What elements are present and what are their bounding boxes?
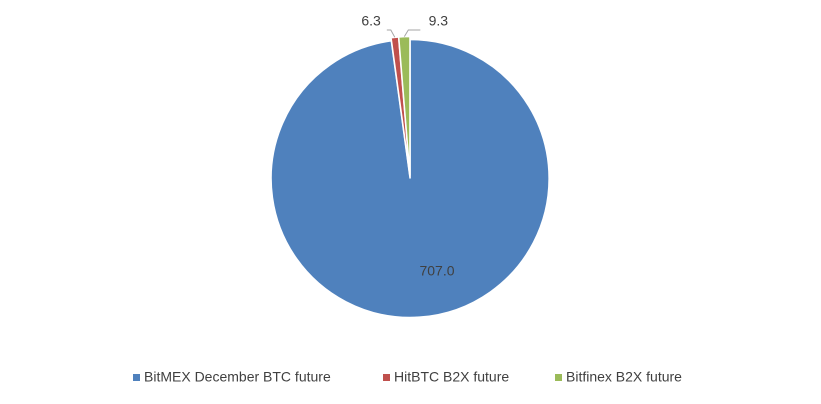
pie-slice [397, 35, 411, 176]
leader-line [386, 29, 396, 38]
legend-marker [383, 374, 390, 381]
legend-marker [133, 374, 140, 381]
legend-label: BitMEX December BTC future [144, 369, 331, 385]
legend-label: Bitfinex B2X future [566, 369, 682, 385]
leader-line [403, 29, 421, 37]
legend-marker [555, 374, 562, 381]
data-label: 9.3 [429, 13, 449, 29]
pie-slice [270, 38, 550, 319]
data-label: 6.3 [361, 13, 381, 29]
data-label: 707.0 [419, 263, 454, 279]
legend-label: HitBTC B2X future [394, 369, 509, 385]
